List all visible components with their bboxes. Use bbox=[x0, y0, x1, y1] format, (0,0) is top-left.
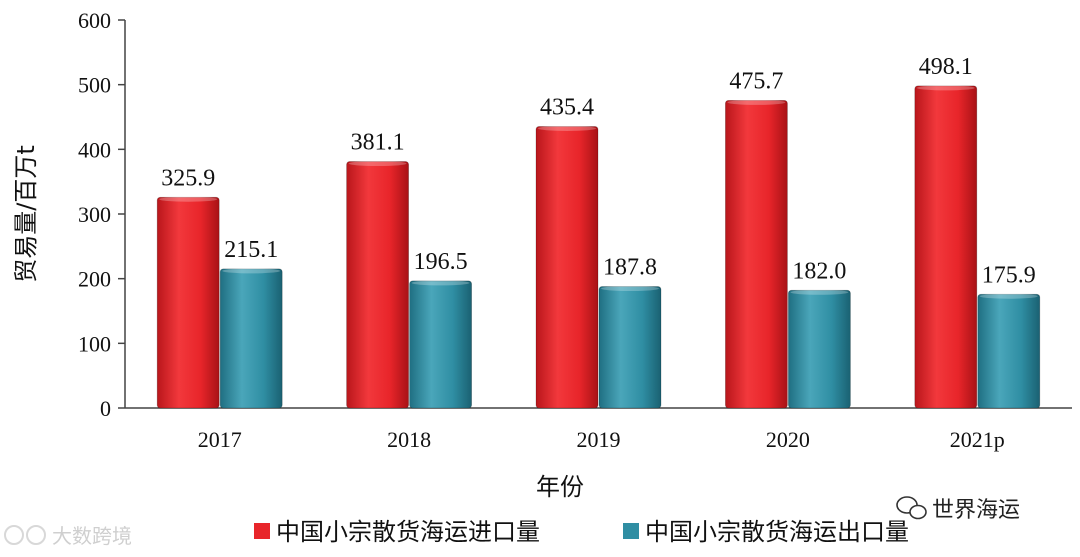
legend: 中国小宗散货海运进口量 中国小宗散货海运出口量 bbox=[254, 518, 909, 546]
x-tick-label-2019: 2019 bbox=[577, 427, 621, 452]
bar-highlight bbox=[411, 280, 470, 286]
legend-label-export: 中国小宗散货海运出口量 bbox=[645, 518, 909, 546]
data-label-export-2017: 215.1 bbox=[224, 237, 278, 263]
y-tick-label: 200 bbox=[78, 267, 111, 292]
data-label-import-2018: 381.1 bbox=[351, 130, 405, 156]
y-axis-title: 贸易量/百万t bbox=[12, 145, 40, 283]
x-tick-label-2018: 2018 bbox=[387, 427, 431, 452]
y-tick-label: 300 bbox=[78, 202, 111, 227]
y-ticks: 0 100 200 300 400 500 600 bbox=[78, 8, 125, 421]
bar-highlight bbox=[348, 161, 407, 167]
x-tick-label-2020: 2020 bbox=[766, 427, 810, 452]
data-label-export-2019: 187.8 bbox=[603, 255, 657, 281]
bar-export-2018[interactable] bbox=[409, 280, 473, 409]
watermark-right: 世界海运 bbox=[896, 496, 1020, 523]
bar-highlight bbox=[979, 293, 1038, 299]
bar-import-2021p[interactable] bbox=[914, 85, 978, 409]
x-tick-label-2021p: 2021p bbox=[950, 427, 1005, 452]
bar-highlight bbox=[159, 196, 218, 202]
x-tick-label-2017: 2017 bbox=[198, 427, 242, 452]
bar-highlight bbox=[538, 125, 596, 131]
data-label-export-2021p: 175.9 bbox=[982, 262, 1036, 288]
legend-item-import[interactable]: 中国小宗散货海运进口量 bbox=[254, 518, 540, 546]
data-label-import-2021p: 498.1 bbox=[919, 54, 973, 80]
bar-highlight bbox=[727, 99, 786, 105]
bar-export-2020[interactable] bbox=[788, 289, 851, 409]
bar-highlight bbox=[790, 289, 849, 295]
data-label-export-2020: 182.0 bbox=[792, 258, 846, 284]
legend-item-export[interactable]: 中国小宗散货海运出口量 bbox=[623, 518, 909, 546]
bar-export-2021p[interactable] bbox=[977, 293, 1041, 409]
y-tick-label: 500 bbox=[78, 73, 111, 98]
bar-highlight bbox=[601, 286, 659, 292]
x-axis-title: 年份 bbox=[536, 473, 584, 501]
bar-import-2019[interactable] bbox=[535, 126, 599, 409]
legend-swatch-import bbox=[254, 523, 270, 539]
data-label-import-2017: 325.9 bbox=[161, 165, 215, 191]
watermark-left: 大数跨境 bbox=[4, 524, 132, 548]
data-label-export-2018: 196.5 bbox=[414, 249, 468, 275]
watermark-logo-icon-inner bbox=[26, 525, 46, 545]
data-label-import-2019: 435.4 bbox=[540, 94, 594, 120]
legend-swatch-export bbox=[623, 523, 639, 539]
bar-highlight bbox=[916, 85, 975, 91]
watermark-logo-icon bbox=[4, 525, 24, 545]
bars: 325.9 215.1 381.1 196.5 435.4 187.8 475.7 182.0… bbox=[156, 54, 1041, 409]
bar-export-2019[interactable] bbox=[598, 286, 662, 409]
y-tick-label: 100 bbox=[78, 331, 111, 356]
bar-export-2017[interactable] bbox=[219, 268, 283, 409]
x-ticks: 2017 2018 2019 2020 2021p bbox=[198, 427, 1005, 452]
wechat-icon bbox=[896, 496, 927, 520]
watermark-left-text: 大数跨境 bbox=[52, 524, 132, 548]
y-tick-label: 400 bbox=[78, 137, 111, 162]
bar-import-2017[interactable] bbox=[156, 196, 220, 409]
bar-import-2018[interactable] bbox=[346, 161, 410, 409]
y-tick-label: 600 bbox=[78, 8, 111, 33]
watermark-right-text: 世界海运 bbox=[932, 498, 1020, 523]
bar-highlight bbox=[222, 268, 281, 274]
bar-import-2020[interactable] bbox=[725, 99, 788, 409]
data-label-import-2020: 475.7 bbox=[729, 68, 783, 94]
y-tick-label: 0 bbox=[100, 396, 111, 421]
legend-label-import: 中国小宗散货海运进口量 bbox=[276, 518, 540, 546]
